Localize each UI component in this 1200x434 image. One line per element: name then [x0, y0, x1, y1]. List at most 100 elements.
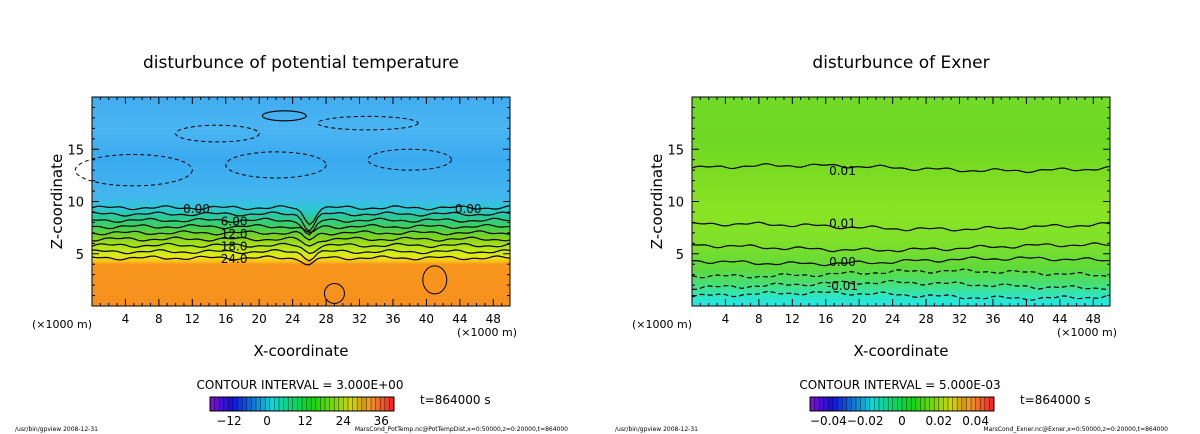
contour-line [691, 242, 1110, 253]
colorbar-frame [809, 396, 995, 412]
time-label: t=864000 s [420, 393, 491, 407]
colorbar-swatch [865, 397, 871, 411]
x-tick-label: 32 [352, 312, 367, 326]
x-tick-label: 36 [985, 312, 1000, 326]
colorbar-swatch [810, 397, 815, 411]
y-axis-label: Z-coordinate [648, 154, 666, 249]
colorbar-swatch [851, 397, 857, 411]
y-tick-label: 5 [676, 248, 684, 263]
contour-line [91, 211, 511, 233]
colorbar-swatch [989, 397, 995, 411]
colorbar-swatch [920, 397, 926, 411]
colorbar-swatch [228, 397, 234, 411]
x-tick-label: 44 [1052, 312, 1067, 326]
colorbar-swatch [837, 397, 843, 411]
colorbar-swatch [233, 397, 238, 411]
contour-line [692, 279, 1111, 290]
colorbar-swatch [288, 397, 294, 411]
x-tick-label: 32 [952, 312, 967, 326]
x-unit-label-left: (×1000 m) [32, 318, 92, 331]
contour-interval-text: CONTOUR INTERVAL = 3.000E+00 [197, 378, 404, 392]
colorbar-swatch [325, 397, 330, 411]
x-unit-label-left: (×1000 m) [632, 318, 692, 331]
contour-line [691, 256, 1111, 267]
contour-line [91, 236, 511, 247]
colorbar-swatch [210, 397, 215, 411]
colorbar-swatch [297, 397, 303, 411]
contour-label: 0.00 [455, 202, 482, 216]
colorbar-swatch [915, 397, 921, 411]
footer-data-source: MarsCond_Exner.nc@Exner,x=0:50000,z=0:20… [983, 426, 1168, 433]
colorbar-swatch [237, 397, 243, 411]
colorbar-swatch [842, 397, 848, 411]
colorbar-swatch [902, 397, 907, 411]
colorbar-swatch [911, 397, 917, 411]
contour-line-negative [367, 148, 452, 171]
colorbar-swatch [366, 397, 372, 411]
contour-label: 6.00 [221, 214, 248, 228]
contour-line [91, 230, 511, 241]
plot-title: disturbunce of potential temperature [143, 53, 459, 73]
x-tick-label: 4 [122, 312, 130, 326]
colorbar-swatch [819, 397, 825, 411]
colorbar-swatch [246, 397, 252, 411]
footer-program-date: /usr/bin/gpview 2008-12-31 [615, 426, 698, 433]
colorbar-swatch [823, 397, 829, 411]
x-tick-label: 24 [885, 312, 900, 326]
colorbar-swatch [929, 397, 935, 411]
colorbar-swatch [375, 397, 381, 411]
colorbar-swatch [256, 397, 261, 411]
x-tick-label: 12 [785, 312, 800, 326]
colorbar-swatch [934, 397, 940, 411]
contour-line [261, 110, 307, 122]
contour-label: 0.00 [829, 255, 856, 269]
x-tick-label: 20 [252, 312, 267, 326]
colorbar-swatch [971, 397, 976, 411]
contour-line [91, 255, 511, 266]
x-tick-label: 20 [852, 312, 867, 326]
x-tick-label: 8 [155, 312, 163, 326]
x-tick-label: 12 [185, 312, 200, 326]
colorbar-swatch [952, 397, 958, 411]
x-tick-label: 24 [285, 312, 300, 326]
colorbar-swatch [274, 397, 280, 411]
contour-line [691, 268, 1111, 279]
colorbar-tick-label: 0.02 [925, 414, 952, 428]
colorbar-swatch [846, 397, 852, 411]
colorbar: −12 0 12 24 36 [209, 396, 395, 428]
colorbar-swatch [329, 397, 335, 411]
colorbar-swatch [214, 397, 220, 411]
contour-line [91, 242, 511, 255]
x-tick-label: 8 [755, 312, 763, 326]
colorbar-tick-label: −0.04 [810, 414, 847, 428]
colorbar-swatch [265, 397, 271, 411]
colorbar-swatch [311, 397, 317, 411]
colorbar-swatch [389, 397, 395, 411]
x-tick-label: 36 [385, 312, 400, 326]
colorbar-tick-label: 36 [374, 414, 389, 428]
x-unit-label-right: (×1000 m) [1057, 326, 1117, 339]
contour-line [691, 163, 1111, 174]
colorbar-swatch [371, 397, 376, 411]
contour-line-negative [317, 115, 419, 131]
colorbar-swatch [292, 397, 298, 411]
colorbar-swatch [352, 397, 358, 411]
colorbar: −0.04 −0.02 0 0.02 0.04 [809, 396, 995, 428]
colorbar-swatch [874, 397, 880, 411]
colorbar-swatch [223, 397, 229, 411]
contour-label: 12.0 [221, 227, 248, 241]
contour-fill [92, 97, 510, 306]
colorbar-swatch [384, 397, 390, 411]
x-axis-label: X-coordinate [854, 342, 949, 360]
colorbar-swatch [925, 397, 930, 411]
contour-label: 18.0 [221, 239, 248, 253]
contour-label: 24.0 [221, 252, 248, 266]
colorbar-swatch [906, 397, 912, 411]
x-tick-label: 28 [918, 312, 933, 326]
colorbar-tick-label: −12 [216, 414, 241, 428]
contour-line-negative [225, 151, 327, 179]
colorbar-swatch [361, 397, 367, 411]
y-tick-label: 15 [67, 143, 84, 158]
contour-line-negative [74, 153, 193, 187]
